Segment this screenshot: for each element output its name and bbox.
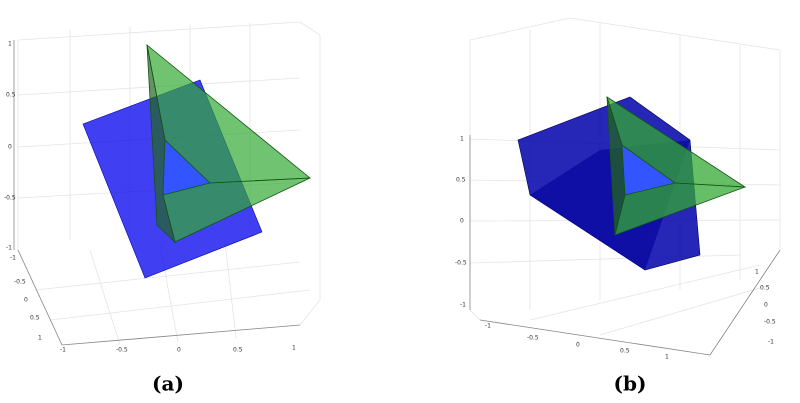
tick-label: 0: [576, 342, 580, 349]
tick-label: 0.5: [30, 315, 40, 322]
tick-label: -1: [485, 323, 491, 330]
tick-label: 0.5: [6, 92, 16, 99]
tick-label: 0.5: [620, 348, 630, 355]
tick-label: 1: [8, 41, 12, 48]
tick-label: 0: [24, 297, 28, 304]
tick-label: 1: [460, 136, 464, 143]
tick-label: -1: [460, 302, 466, 309]
tick-label: -0.5: [116, 347, 128, 354]
tick-label: 0: [764, 302, 768, 309]
tick-label: 0: [8, 144, 12, 151]
tick-label: -0.5: [527, 335, 539, 342]
tick-label: 1: [38, 335, 42, 342]
tick-label: 0.5: [760, 285, 770, 292]
tick-label: 0: [460, 218, 464, 225]
tick-label: -0.5: [455, 260, 467, 267]
tick-label: 1: [665, 354, 669, 361]
tick-label: -1: [10, 255, 16, 262]
panel-b-shapes: [517, 96, 747, 271]
tick-label: -0.5: [14, 279, 26, 286]
tick-label: 0.5: [233, 347, 243, 354]
tick-label: -0.5: [764, 319, 776, 326]
tick-label: -1: [6, 245, 12, 252]
tick-label: 1: [292, 345, 296, 352]
caption: (a): [152, 372, 184, 396]
tick-label: 1: [755, 269, 759, 276]
tick-label: 0.5: [456, 177, 466, 184]
tick-label: -1: [768, 339, 774, 346]
tick-label: -0.5: [4, 195, 16, 202]
panel-a-shapes: [82, 43, 312, 279]
tick-label: 0: [177, 347, 181, 354]
tick-label: -1: [60, 347, 66, 354]
caption: (b): [614, 372, 647, 396]
